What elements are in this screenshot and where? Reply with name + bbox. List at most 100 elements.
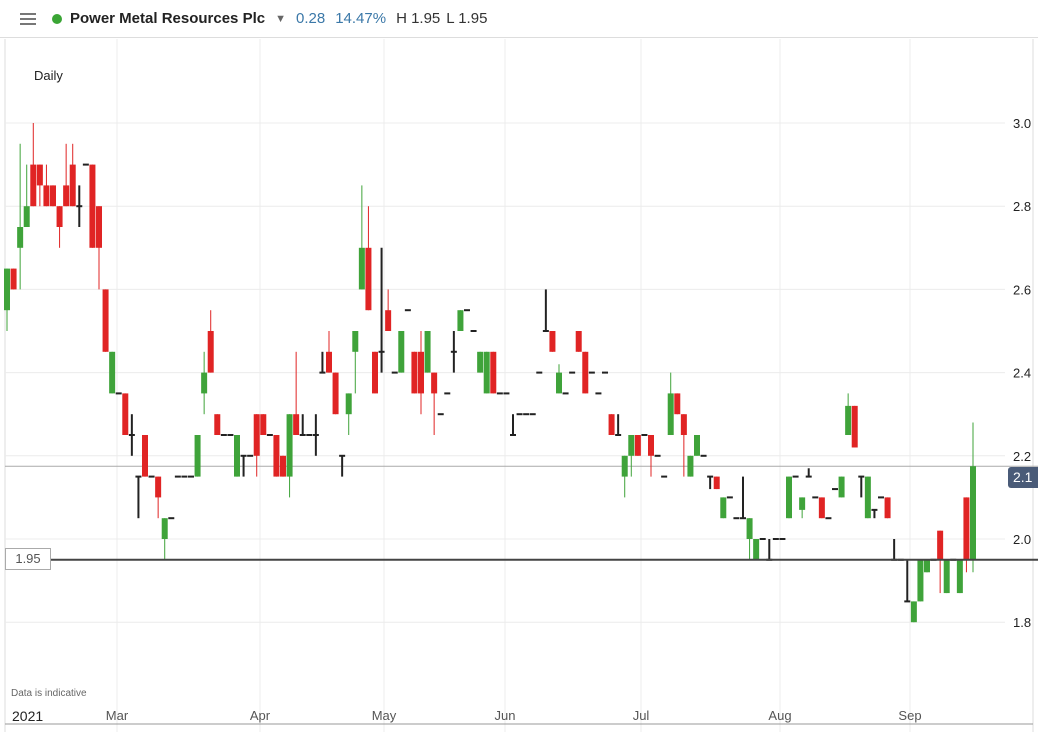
candle bbox=[641, 434, 648, 436]
candle bbox=[970, 422, 976, 573]
candle-body bbox=[174, 475, 181, 478]
candle bbox=[891, 539, 898, 561]
candle bbox=[713, 476, 720, 490]
candle-body bbox=[345, 393, 352, 415]
candle bbox=[654, 454, 661, 457]
candle bbox=[319, 351, 326, 374]
candle bbox=[214, 414, 221, 435]
candle-body bbox=[332, 372, 339, 415]
candle bbox=[332, 372, 339, 415]
candle-body bbox=[4, 268, 10, 311]
candle bbox=[529, 413, 536, 416]
candle bbox=[845, 393, 852, 435]
candle-body bbox=[516, 413, 523, 416]
candle-body bbox=[694, 435, 700, 456]
candle bbox=[43, 164, 50, 207]
candle bbox=[253, 414, 260, 477]
candle bbox=[30, 123, 37, 207]
candle bbox=[667, 372, 674, 435]
candle bbox=[142, 435, 148, 477]
candle-body bbox=[582, 351, 589, 394]
candle-body bbox=[365, 247, 372, 311]
candle-body bbox=[23, 206, 30, 227]
candle bbox=[194, 435, 201, 477]
candle-body bbox=[562, 392, 569, 395]
candle bbox=[339, 454, 346, 477]
candle bbox=[10, 268, 17, 290]
candle-body bbox=[634, 435, 641, 456]
candle bbox=[569, 371, 576, 374]
candle bbox=[260, 414, 267, 435]
candle bbox=[76, 185, 83, 227]
candle-body bbox=[188, 475, 194, 478]
candle bbox=[608, 414, 615, 435]
candle bbox=[838, 476, 845, 498]
candle bbox=[864, 476, 871, 519]
high-value: H 1.95 bbox=[396, 10, 441, 27]
candle bbox=[733, 517, 740, 520]
candle bbox=[772, 538, 779, 540]
y-tick-label: 2.4 bbox=[1013, 366, 1031, 381]
candle-body bbox=[970, 466, 976, 560]
candle-body bbox=[924, 559, 930, 573]
candle bbox=[89, 164, 96, 248]
candle bbox=[404, 309, 411, 312]
candle-body bbox=[510, 434, 516, 436]
hamburger-icon[interactable] bbox=[20, 10, 36, 28]
candle-body bbox=[437, 413, 444, 416]
candle bbox=[799, 497, 806, 519]
candle bbox=[293, 351, 300, 435]
candle bbox=[385, 289, 392, 331]
candle-body bbox=[654, 454, 661, 457]
candle-body bbox=[832, 488, 838, 491]
candle-body bbox=[115, 392, 122, 395]
market-status-dot bbox=[52, 13, 62, 24]
candle-body bbox=[956, 559, 963, 594]
y-tick-label: 2.0 bbox=[1013, 532, 1031, 547]
price-change: 0.28 bbox=[295, 10, 326, 27]
candle bbox=[746, 518, 753, 560]
candle bbox=[4, 268, 10, 331]
candle bbox=[411, 351, 418, 394]
candle-body bbox=[818, 497, 825, 519]
candle bbox=[720, 497, 727, 519]
candle bbox=[437, 413, 444, 416]
candle bbox=[424, 331, 431, 373]
candle-body bbox=[266, 434, 273, 436]
candle-body bbox=[418, 351, 424, 394]
candle-body bbox=[713, 476, 720, 490]
y-tick-label: 2.8 bbox=[1013, 199, 1031, 214]
candle bbox=[444, 392, 451, 395]
chevron-down-icon[interactable]: ▼ bbox=[275, 12, 286, 25]
candle bbox=[680, 414, 687, 477]
y-tick-label: 3.0 bbox=[1013, 116, 1031, 131]
candle-body bbox=[391, 371, 398, 374]
candle-body bbox=[43, 185, 50, 207]
candle-body bbox=[746, 518, 753, 539]
low-value: L 1.95 bbox=[446, 10, 488, 27]
candle bbox=[168, 517, 175, 520]
x-axis: Mar Apr May Jun Jul Aug Sep bbox=[5, 708, 1033, 725]
candle bbox=[562, 392, 569, 395]
candle-body bbox=[306, 434, 313, 436]
candle-body bbox=[615, 434, 622, 436]
candle-body bbox=[214, 414, 221, 435]
candle-body bbox=[135, 475, 142, 478]
candlestick-chart[interactable]: 3.0 2.8 2.6 2.4 2.2 2.0 1.8 Mar Apr May Jun Jul Aug… bbox=[0, 39, 1038, 732]
candle bbox=[805, 468, 812, 478]
instrument-title[interactable]: Power Metal Resources Plc bbox=[70, 10, 266, 27]
interval-label[interactable]: Daily bbox=[34, 68, 63, 83]
candle bbox=[56, 206, 63, 248]
candle bbox=[792, 475, 799, 478]
candle-body bbox=[687, 455, 694, 477]
candle-body bbox=[299, 434, 306, 436]
candle bbox=[36, 164, 43, 207]
candle-body bbox=[194, 435, 201, 477]
candle-body bbox=[536, 371, 543, 374]
candle-body bbox=[845, 405, 852, 435]
x-tick-label: Aug bbox=[768, 708, 791, 723]
y-axis: 3.0 2.8 2.6 2.4 2.2 2.0 1.8 bbox=[1013, 116, 1031, 630]
candle-body bbox=[161, 518, 168, 539]
candle-body bbox=[155, 476, 162, 498]
candle bbox=[115, 392, 122, 395]
